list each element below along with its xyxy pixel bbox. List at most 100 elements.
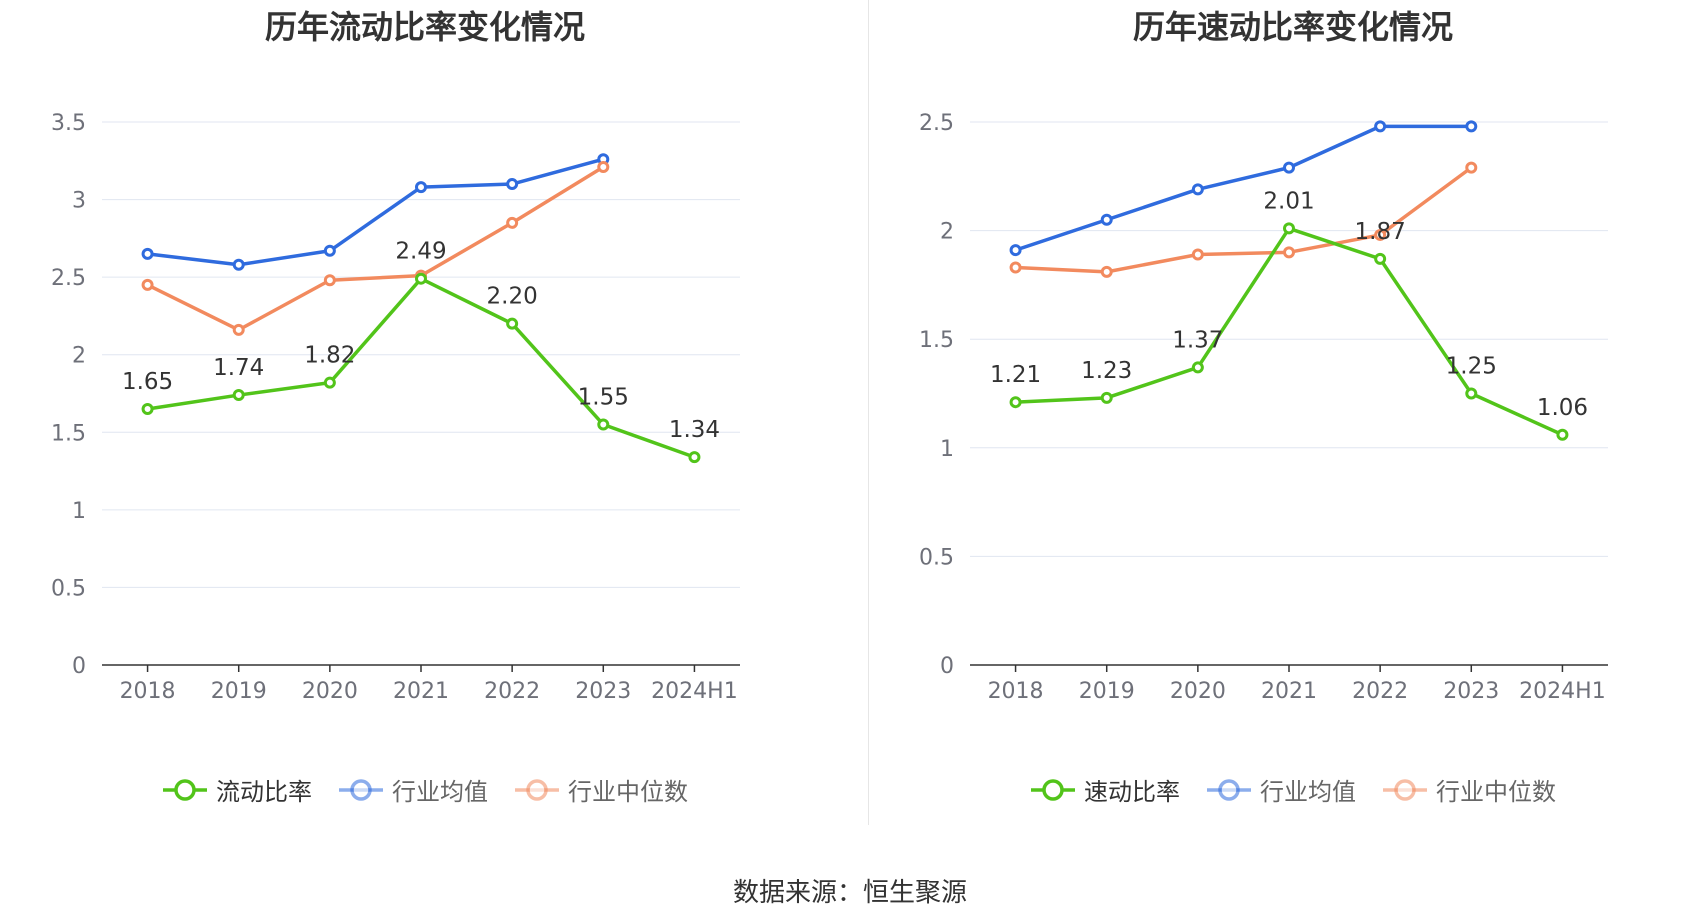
data-point-median[interactable] bbox=[1465, 161, 1478, 174]
data-label: 1.21 bbox=[990, 362, 1041, 388]
legend-item-median[interactable]: 行业中位数 bbox=[1382, 772, 1556, 807]
data-point-avg[interactable] bbox=[1374, 120, 1387, 133]
chart-legend: 流动比率 行业均值 行业中位数 bbox=[0, 772, 850, 807]
x-tick-label: 2021 bbox=[393, 679, 449, 704]
x-tick-label: 2018 bbox=[120, 679, 176, 704]
x-tick-label: 2021 bbox=[1261, 679, 1317, 704]
data-point-median[interactable] bbox=[323, 274, 336, 287]
data-point-primary[interactable] bbox=[688, 451, 701, 464]
x-tick-label: 2022 bbox=[484, 679, 540, 704]
x-tick-label: 2019 bbox=[211, 679, 267, 704]
series-line-median bbox=[1015, 166, 1473, 274]
y-tick-label: 2.5 bbox=[51, 266, 86, 291]
data-label: 1.06 bbox=[1537, 395, 1588, 421]
y-tick-label: 3.5 bbox=[51, 111, 86, 136]
y-tick-label: 2 bbox=[72, 344, 86, 369]
legend-item-median[interactable]: 行业中位数 bbox=[514, 772, 688, 807]
y-tick-label: 1.5 bbox=[919, 328, 954, 353]
legend-item-primary[interactable]: 速动比率 bbox=[1030, 772, 1180, 807]
y-tick-label: 0.5 bbox=[51, 576, 86, 601]
data-point-avg[interactable] bbox=[141, 247, 154, 260]
data-label: 1.65 bbox=[122, 369, 173, 395]
data-point-primary[interactable] bbox=[232, 389, 245, 402]
data-point-primary[interactable] bbox=[1283, 222, 1295, 235]
panel-divider bbox=[868, 0, 869, 825]
data-point-primary[interactable] bbox=[1374, 252, 1387, 265]
y-tick-label: 2.5 bbox=[919, 111, 954, 136]
y-tick-label: 0 bbox=[940, 654, 954, 679]
data-point-median[interactable] bbox=[506, 216, 519, 229]
data-point-avg[interactable] bbox=[1283, 161, 1295, 174]
data-point-primary[interactable] bbox=[415, 272, 427, 285]
data-point-primary[interactable] bbox=[1191, 361, 1204, 374]
data-point-avg[interactable] bbox=[1100, 213, 1113, 226]
data-label: 1.34 bbox=[669, 417, 720, 443]
data-point-primary[interactable] bbox=[1100, 391, 1113, 404]
data-point-primary[interactable] bbox=[1556, 428, 1569, 441]
data-point-median[interactable] bbox=[1009, 261, 1022, 274]
data-source: 数据来源：恒生聚源 bbox=[732, 878, 967, 908]
current-ratio-chart: 历年流动比率变化情况 0 0.5 1 1.5 2 2.5 3 3.5 2018 2019 2020 2… bbox=[0, 0, 850, 830]
data-point-primary[interactable] bbox=[141, 403, 154, 416]
chart-legend: 速动比率 行业均值 行业中位数 bbox=[868, 772, 1700, 807]
y-tick-label: 1 bbox=[940, 437, 954, 462]
y-tick-label: 0 bbox=[72, 654, 86, 679]
legend-line-icon bbox=[1207, 778, 1251, 801]
series-line-avg bbox=[1015, 124, 1472, 252]
series-line-primary bbox=[1015, 226, 1564, 437]
legend-label: 行业中位数 bbox=[1436, 778, 1556, 806]
data-point-median[interactable] bbox=[1100, 265, 1113, 278]
data-point-median[interactable] bbox=[141, 278, 154, 291]
data-point-avg[interactable] bbox=[415, 181, 427, 194]
quick-ratio-chart: 历年速动比率变化情况 0 0.5 1 1.5 2 2.5 2018 2019 2020 2021 2… bbox=[868, 0, 1700, 830]
data-label: 1.25 bbox=[1446, 354, 1497, 380]
y-tick-label: 0.5 bbox=[919, 545, 954, 570]
data-point-avg[interactable] bbox=[232, 258, 245, 271]
data-point-primary[interactable] bbox=[1465, 387, 1478, 400]
data-label: 2.20 bbox=[487, 284, 538, 310]
data-point-median[interactable] bbox=[1283, 246, 1295, 259]
data-point-avg[interactable] bbox=[323, 244, 336, 257]
series-line-median bbox=[146, 165, 605, 332]
legend-line-icon bbox=[163, 778, 207, 801]
x-tick-label: 2019 bbox=[1079, 679, 1135, 704]
y-tick-label: 2 bbox=[940, 220, 954, 245]
data-point-primary[interactable] bbox=[323, 376, 336, 389]
x-tick-label: 2023 bbox=[575, 679, 631, 704]
legend-label: 行业均值 bbox=[1260, 778, 1356, 806]
data-point-median[interactable] bbox=[232, 323, 245, 336]
legend-item-avg[interactable]: 行业均值 bbox=[1206, 772, 1356, 807]
data-point-primary[interactable] bbox=[597, 418, 610, 431]
data-point-primary[interactable] bbox=[1009, 396, 1022, 409]
legend-line-icon bbox=[339, 778, 383, 801]
data-point-avg[interactable] bbox=[1009, 244, 1022, 257]
data-label: 1.55 bbox=[578, 385, 629, 411]
series-line-avg bbox=[147, 157, 604, 267]
chart-title: 历年流动比率变化情况 bbox=[264, 8, 585, 46]
legend-line-icon bbox=[515, 778, 559, 801]
data-label: 2.49 bbox=[395, 239, 446, 265]
data-label: 1.82 bbox=[304, 343, 355, 369]
data-point-median[interactable] bbox=[597, 160, 610, 173]
data-label: 1.23 bbox=[1081, 358, 1132, 384]
chart-plot: 0 0.5 1 1.5 2 2.5 3 3.5 2018 2019 2020 2021 2022 2023… bbox=[51, 111, 740, 704]
legend-label: 流动比率 bbox=[216, 778, 312, 806]
data-point-median[interactable] bbox=[1374, 228, 1387, 241]
data-label: 1.37 bbox=[1172, 327, 1223, 353]
x-tick-label: 2024H1 bbox=[651, 679, 738, 704]
x-tick-label: 2018 bbox=[988, 679, 1044, 704]
data-point-primary[interactable] bbox=[506, 317, 519, 330]
data-point-avg[interactable] bbox=[1191, 183, 1204, 196]
legend-line-icon bbox=[1031, 778, 1075, 801]
data-point-avg[interactable] bbox=[1465, 120, 1478, 133]
chart-plot: 0 0.5 1 1.5 2 2.5 2018 2019 2020 2021 2022 2023 2024… bbox=[919, 111, 1608, 704]
x-tick-label: 2022 bbox=[1352, 679, 1408, 704]
legend-item-avg[interactable]: 行业均值 bbox=[338, 772, 488, 807]
y-tick-label: 1 bbox=[72, 499, 86, 524]
x-tick-label: 2020 bbox=[1170, 679, 1226, 704]
legend-label: 行业中位数 bbox=[568, 778, 688, 806]
data-label: 1.87 bbox=[1355, 219, 1406, 245]
data-point-avg[interactable] bbox=[506, 178, 519, 191]
data-point-median[interactable] bbox=[1191, 248, 1204, 261]
legend-item-primary[interactable]: 流动比率 bbox=[162, 772, 312, 807]
